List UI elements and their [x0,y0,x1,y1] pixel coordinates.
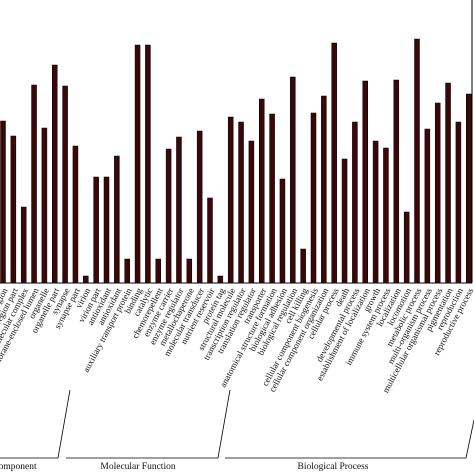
bar [383,147,389,284]
group-bracket [0,389,71,459]
bar [217,275,224,284]
bar [362,80,368,284]
bar [445,82,451,284]
bar [310,112,317,284]
bar [155,258,161,284]
bar [300,248,306,284]
bar [0,120,6,284]
bar [62,85,68,284]
bar [186,258,193,284]
bar [414,38,420,284]
bar [124,258,130,284]
bar [455,121,462,284]
bar [424,128,431,284]
bar [290,76,296,284]
bar [393,79,400,284]
bar [279,178,286,284]
group-label: Molecular Function [100,462,175,472]
bar [145,44,151,284]
bar [227,116,234,284]
bar [372,140,379,284]
bar [93,176,99,284]
bar [165,148,172,284]
bar [269,113,275,284]
bar [238,121,244,284]
bar [20,206,27,284]
bar [331,42,337,284]
bar [321,95,327,284]
bar [41,127,48,284]
bar [352,121,358,284]
bar [52,64,58,284]
bar [196,130,203,284]
group-label: Biological Process [298,462,369,472]
bar [341,158,348,284]
group-bracket [66,389,231,459]
bar [134,44,141,284]
bar [114,155,120,284]
bar [72,145,79,284]
bar [259,98,265,284]
group-label: Cellular Component [0,462,37,472]
bar [466,93,472,284]
bar [83,275,89,284]
group-bracket [225,419,474,459]
bar [176,136,182,284]
bar [103,176,110,284]
bar [10,135,17,284]
bar [207,197,213,284]
bar [403,211,410,284]
bar [31,84,37,284]
bar [248,140,255,284]
bar [434,102,441,284]
